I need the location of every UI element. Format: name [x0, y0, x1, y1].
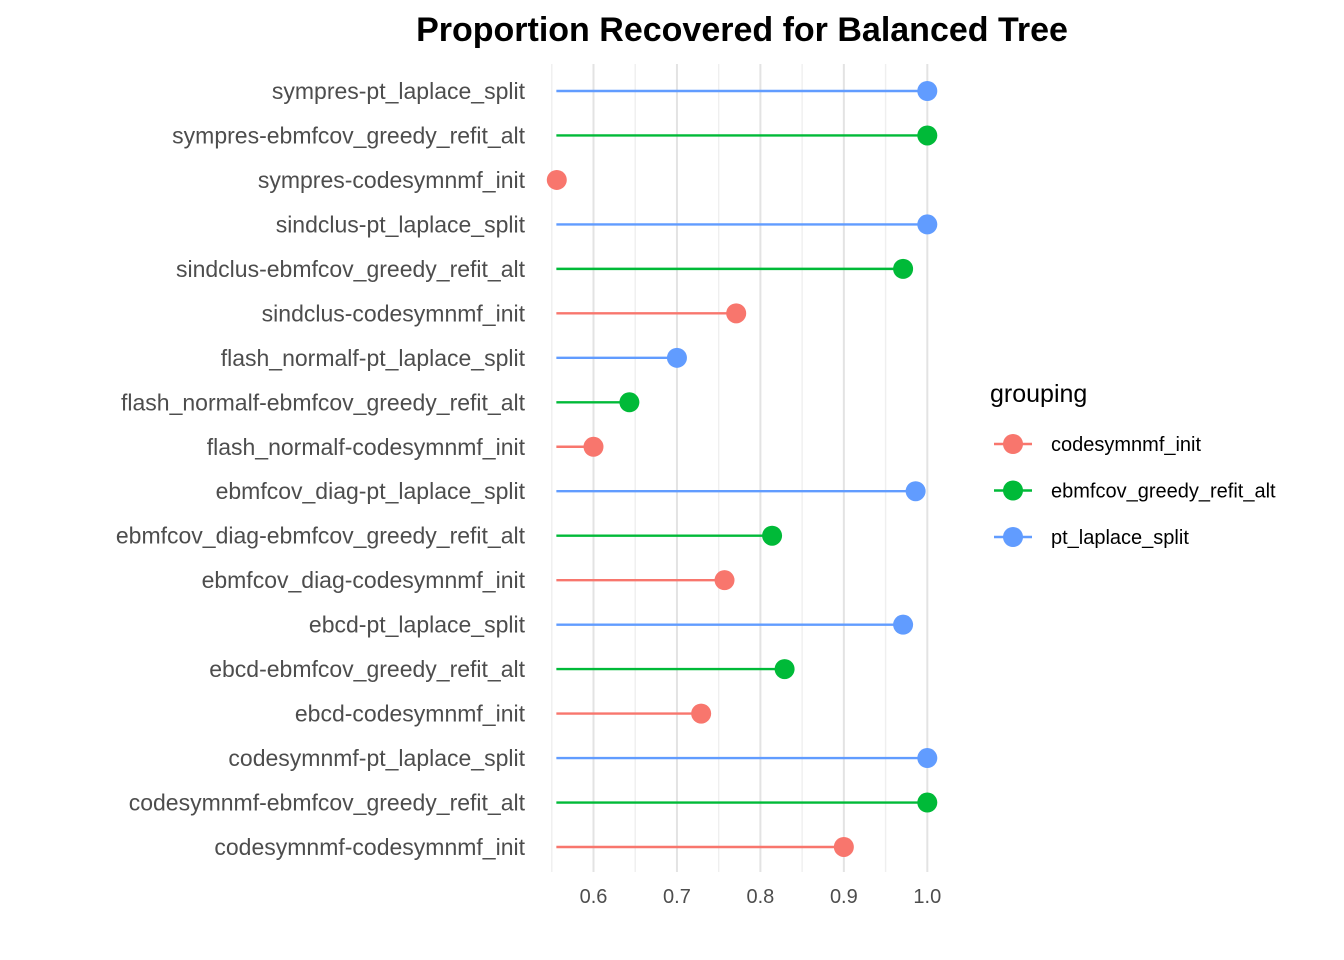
x-tick-label: 1.0	[913, 886, 941, 908]
x-tick-label: 0.8	[746, 886, 774, 908]
category-label: ebmfcov_diag-codesymnmf_init	[202, 567, 526, 593]
lollipop-point	[666, 347, 687, 368]
legend-key-point	[1003, 527, 1023, 547]
x-tick-label: 0.6	[580, 886, 608, 908]
category-label: sindclus-codesymnmf_init	[262, 300, 526, 326]
legend-item: codesymnmf_init	[994, 434, 1202, 456]
lollipop-point	[691, 703, 712, 724]
grid-lines	[551, 64, 929, 872]
legend-label: pt_laplace_split	[1051, 527, 1189, 549]
lollipop-point	[917, 792, 938, 813]
lollipop-point	[714, 570, 735, 591]
legend-key-point	[1003, 434, 1023, 454]
lollipop-point	[726, 303, 747, 324]
lollipop-point	[917, 748, 938, 769]
lollipop-point	[917, 125, 938, 146]
category-label: sindclus-ebmfcov_greedy_refit_alt	[176, 256, 526, 282]
chart-marks	[546, 81, 938, 857]
lollipop-point	[917, 81, 938, 101]
lollipop-point	[917, 214, 938, 235]
category-label: flash_normalf-ebmfcov_greedy_refit_alt	[121, 389, 526, 415]
lollipop-point	[893, 614, 914, 635]
category-label: flash_normalf-codesymnmf_init	[207, 434, 526, 460]
category-label: ebcd-ebmfcov_greedy_refit_alt	[209, 656, 525, 682]
category-label: flash_normalf-pt_laplace_split	[221, 345, 526, 371]
lollipop-point	[905, 481, 926, 502]
category-label: ebcd-pt_laplace_split	[309, 612, 526, 638]
legend-label: codesymnmf_init	[1051, 434, 1202, 456]
legend-key-point	[1003, 480, 1023, 501]
x-axis-tick-labels: 0.6 0.7 0.8 0.9 1.0	[580, 886, 942, 908]
category-label: codesymnmf-codesymnmf_init	[214, 834, 525, 860]
lollipop-point	[762, 525, 783, 546]
category-label: sindclus-pt_laplace_split	[276, 211, 526, 237]
category-label: ebmfcov_diag-ebmfcov_greedy_refit_alt	[116, 523, 526, 549]
chart-title: Proportion Recovered for Balanced Tree	[416, 11, 1068, 49]
category-label: codesymnmf-ebmfcov_greedy_refit_alt	[129, 790, 526, 816]
lollipop-point	[774, 659, 795, 680]
category-label: sympres-ebmfcov_greedy_refit_alt	[172, 122, 525, 148]
legend-item: ebmfcov_greedy_refit_alt	[994, 480, 1276, 503]
x-tick-label: 0.7	[663, 886, 691, 908]
legend-title: grouping	[990, 380, 1087, 408]
lollipop-point	[546, 169, 567, 190]
legend-items: codesymnmf_init ebmfcov_greedy_refit_altp…	[994, 434, 1276, 549]
category-label: ebcd-codesymnmf_init	[295, 701, 526, 727]
lollipop-point	[833, 836, 854, 857]
category-label: sympres-pt_laplace_split	[272, 78, 526, 104]
legend-label: ebmfcov_greedy_refit_alt	[1051, 481, 1276, 503]
x-tick-label: 0.9	[830, 886, 858, 908]
legend-item: pt_laplace_split	[994, 527, 1189, 549]
category-labels: sympres-pt_laplace_split sympres-ebmfcov_…	[116, 78, 526, 860]
category-label: ebmfcov_diag-pt_laplace_split	[216, 478, 526, 504]
lollipop-point	[619, 392, 640, 413]
lollipop-point	[583, 436, 604, 457]
lollipop-point	[893, 258, 914, 279]
category-label: codesymnmf-pt_laplace_split	[228, 745, 525, 771]
legend: grouping codesymnmf_init ebmfcov_greedy_r…	[990, 380, 1276, 549]
category-label: sympres-codesymnmf_init	[258, 167, 526, 193]
